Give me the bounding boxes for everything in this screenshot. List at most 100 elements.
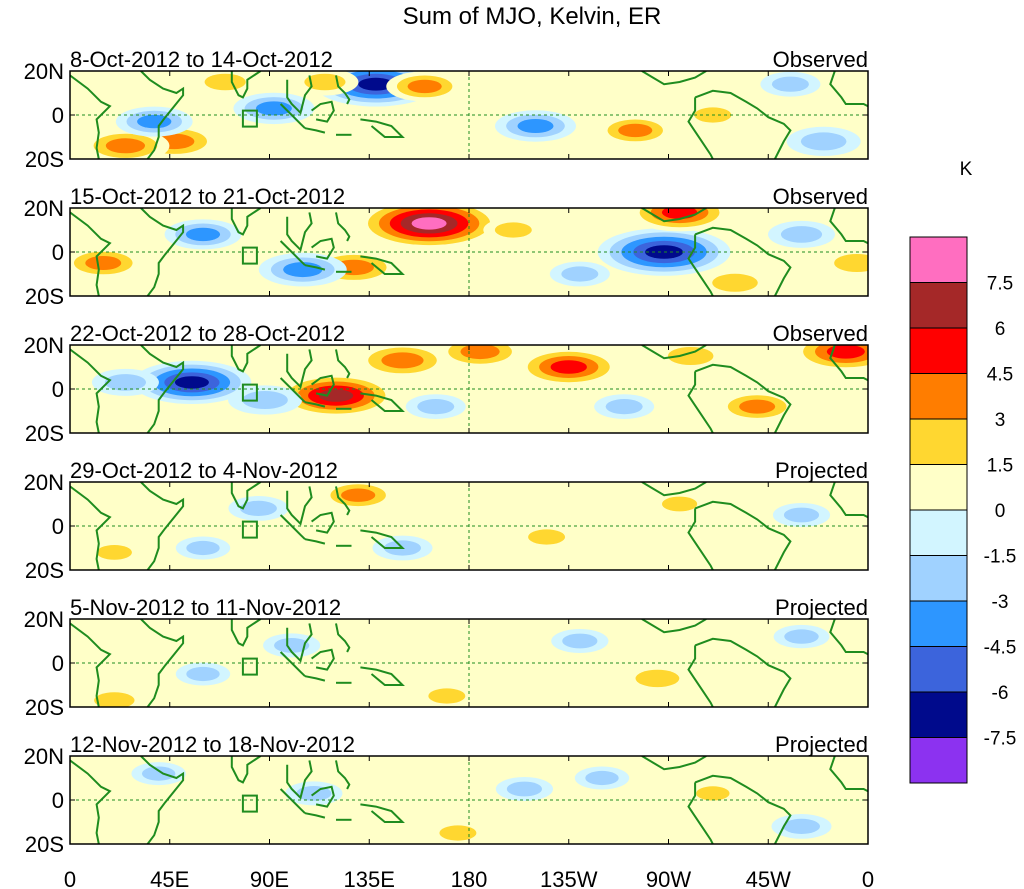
coastline xyxy=(304,538,326,545)
contour-level xyxy=(85,256,122,270)
x-tick-label: 45E xyxy=(150,867,189,889)
colorbar-swatch xyxy=(909,327,968,374)
x-tick-label: 135E xyxy=(344,867,395,889)
panel-2: 20N 0 20S 15-Oct-2012 to 21-Oct-2012 Observe… xyxy=(24,184,869,309)
coastline xyxy=(279,103,306,129)
panel-1: 20N 0 20S 8-Oct-2012 to 14-Oct-2012 Observed xyxy=(24,47,869,172)
colorbar-swatch xyxy=(909,282,968,329)
colorbar-label: -7.5 xyxy=(984,729,1017,750)
contour-level xyxy=(494,222,532,238)
coastline xyxy=(335,75,351,105)
panels: 20N 0 20S 8-Oct-2012 to 14-Oct-2012 Observed… xyxy=(24,47,869,857)
contour-level xyxy=(141,766,176,781)
panel-status-observed: Observed xyxy=(773,321,868,346)
contour-level xyxy=(696,786,730,801)
coastline xyxy=(360,666,405,686)
contour-level xyxy=(562,633,598,649)
x-axis: 0 45E 90E 135E 180 135W 90W 45W 0 xyxy=(64,867,874,889)
anomaly-cold xyxy=(228,385,303,415)
x-tick-label: 45W xyxy=(746,867,791,889)
coastline xyxy=(641,756,707,771)
coastline xyxy=(286,623,313,663)
coastline xyxy=(311,374,335,397)
anomaly-cold xyxy=(115,106,193,137)
panel-status-projected: Projected xyxy=(775,732,868,757)
colorbar-label: 1.5 xyxy=(987,456,1013,477)
y-tick-label: 20S xyxy=(25,284,64,309)
x-tick-label: 90W xyxy=(646,867,691,889)
colorbar-label: 7.5 xyxy=(987,274,1013,295)
coastline xyxy=(694,89,792,159)
anomaly-cold xyxy=(574,766,630,790)
y-tick-label: 0 xyxy=(52,514,64,539)
anomaly-warm xyxy=(650,492,709,516)
colorbar-swatch xyxy=(909,236,968,283)
coastlines xyxy=(70,345,868,433)
coastline xyxy=(829,756,868,793)
y-tick-label: 20S xyxy=(25,695,64,720)
coastlines xyxy=(70,208,868,296)
contour-level xyxy=(274,638,310,653)
coastline xyxy=(70,759,112,844)
coastline xyxy=(230,482,262,510)
coastline xyxy=(279,651,306,677)
anomaly-cold xyxy=(551,629,609,653)
coastline xyxy=(230,71,262,99)
contour-level xyxy=(605,399,643,415)
anomaly-cold xyxy=(594,394,655,419)
anomaly-warm xyxy=(621,664,694,693)
anomaly-cold xyxy=(263,633,321,658)
coastline xyxy=(70,348,112,433)
anomaly-warm xyxy=(685,781,741,805)
contour-level xyxy=(771,76,809,92)
contour-level xyxy=(104,374,147,391)
x-tick-label: 135W xyxy=(540,867,598,889)
colorbar-swatch xyxy=(909,509,968,556)
contour-level xyxy=(517,119,554,133)
coastline xyxy=(335,760,351,790)
coastline xyxy=(687,371,714,433)
contour-level xyxy=(204,73,246,91)
anomaly-field xyxy=(85,482,831,565)
anomaly-warm xyxy=(416,683,477,707)
panel-status-observed: Observed xyxy=(773,47,868,72)
coastline xyxy=(230,756,262,784)
coastline xyxy=(304,264,326,271)
region-box xyxy=(241,383,258,402)
coastline xyxy=(335,623,351,653)
coastline xyxy=(829,482,868,519)
contour-level xyxy=(186,540,220,556)
anomaly-cold xyxy=(786,126,861,156)
y-tick-label: 20S xyxy=(25,832,64,857)
anomaly-cold xyxy=(175,536,231,560)
anomaly-warm xyxy=(357,208,502,249)
anomaly-warm xyxy=(436,345,525,369)
contour-level xyxy=(318,389,354,402)
colorbar-units: K xyxy=(960,159,973,180)
anomaly-cold xyxy=(768,220,835,248)
anomaly-cold xyxy=(773,624,830,649)
anomaly-warm xyxy=(427,820,488,844)
anomaly-cold xyxy=(91,368,159,396)
anomaly-field xyxy=(81,624,830,707)
contour-level xyxy=(667,347,714,365)
coastline xyxy=(279,788,306,814)
coastline xyxy=(694,363,792,433)
contour-level xyxy=(460,345,500,360)
anomaly-cold xyxy=(228,496,289,521)
coastline xyxy=(829,619,868,656)
colorbar: 7.5 6 4.5 3 1.5 0 -1.5 -3 -4.5 -6 -7.5 xyxy=(909,236,1017,784)
contour-level xyxy=(635,669,680,688)
contour-level xyxy=(712,273,758,292)
anomaly-cold xyxy=(549,261,610,287)
y-tick-label: 20N xyxy=(24,470,64,495)
contour-level xyxy=(618,123,653,138)
coastline xyxy=(230,345,262,373)
anomaly-warm xyxy=(291,71,359,96)
coastline xyxy=(304,127,326,134)
anomaly-warm xyxy=(716,390,798,423)
coastline xyxy=(140,208,185,296)
panel-period: 29-Oct-2012 to 4-Nov-2012 xyxy=(70,458,338,483)
contour-level xyxy=(784,629,819,644)
